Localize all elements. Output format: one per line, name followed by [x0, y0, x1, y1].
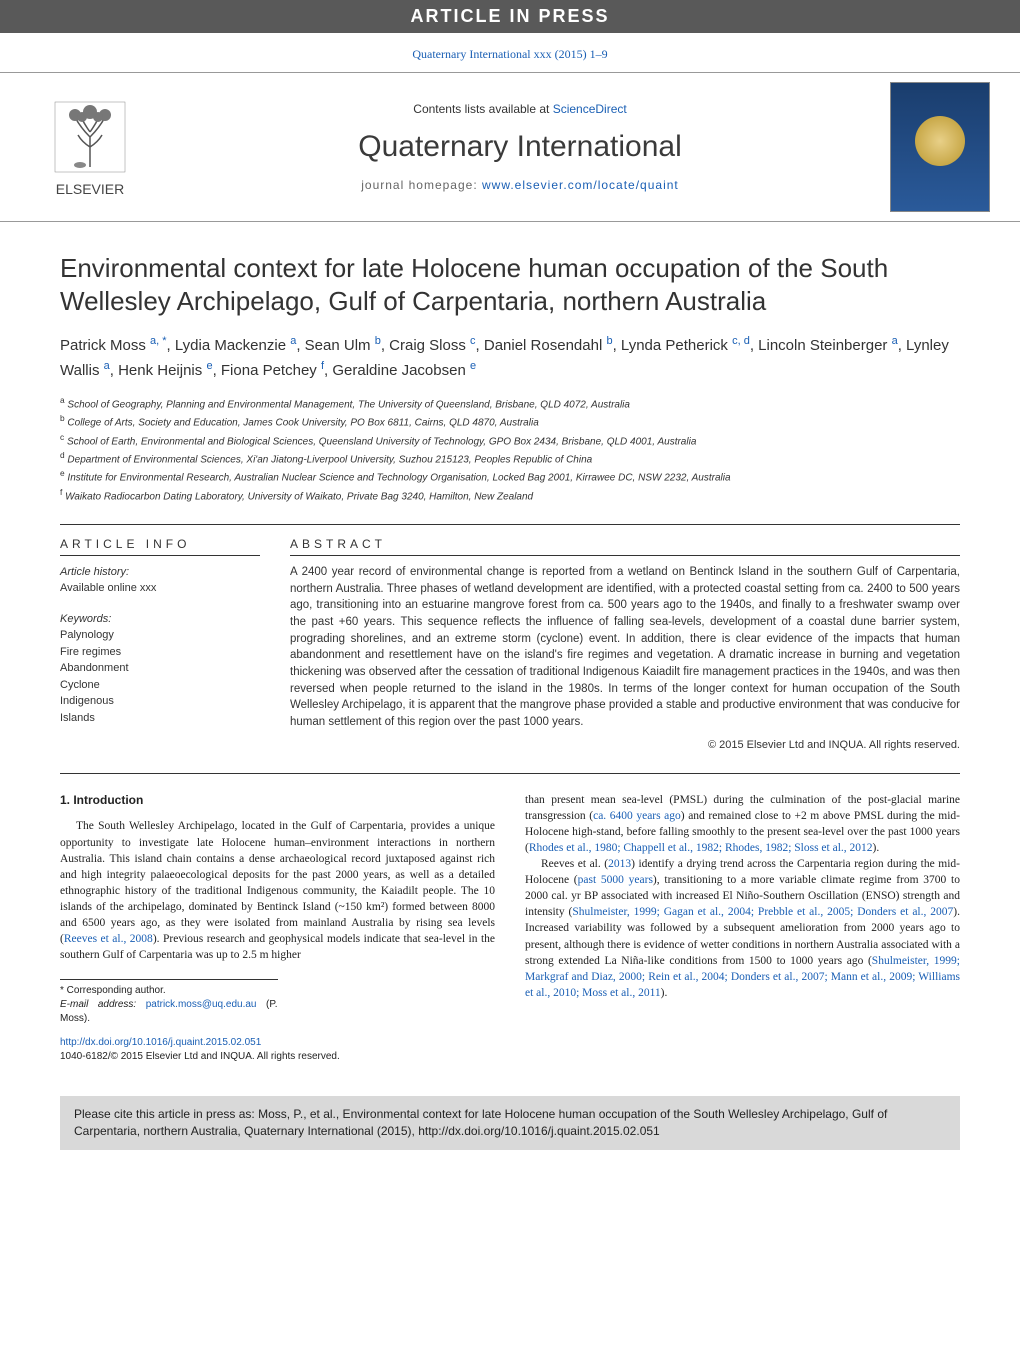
- article-info-heading: ARTICLE INFO: [60, 537, 260, 556]
- doi-block: http://dx.doi.org/10.1016/j.quaint.2015.…: [60, 1036, 495, 1064]
- article-title: Environmental context for late Holocene …: [60, 252, 960, 317]
- reference-link[interactable]: Quaternary International xxx (2015) 1–9: [412, 47, 607, 61]
- homepage-link[interactable]: www.elsevier.com/locate/quaint: [482, 178, 679, 192]
- press-banner: ARTICLE IN PRESS: [0, 0, 1020, 33]
- affiliations-list: a School of Geography, Planning and Envi…: [60, 394, 960, 504]
- cite-this-article-box: Please cite this article in press as: Mo…: [60, 1096, 960, 1150]
- body-paragraph: The South Wellesley Archipelago, located…: [60, 818, 495, 963]
- email-link[interactable]: patrick.moss@uq.edu.au: [146, 999, 257, 1010]
- abstract-copyright: © 2015 Elsevier Ltd and INQUA. All right…: [290, 739, 960, 751]
- publisher-logo-block: ELSEVIER: [20, 73, 160, 221]
- body-column-left: 1. Introduction The South Wellesley Arch…: [60, 792, 495, 1065]
- masthead: ELSEVIER Contents lists available at Sci…: [0, 72, 1020, 222]
- section-heading-intro: 1. Introduction: [60, 792, 495, 809]
- article-history: Article history: Available online xxx: [60, 564, 260, 597]
- publisher-name: ELSEVIER: [56, 181, 124, 197]
- body-column-right: than present mean sea-level (PMSL) durin…: [525, 792, 960, 1065]
- contents-line: Contents lists available at ScienceDirec…: [413, 102, 626, 116]
- reference-line: Quaternary International xxx (2015) 1–9: [0, 33, 1020, 72]
- doi-link[interactable]: http://dx.doi.org/10.1016/j.quaint.2015.…: [60, 1037, 261, 1048]
- authors-line: Patrick Moss a, *, Lydia Mackenzie a, Se…: [60, 333, 960, 382]
- body-paragraph: Reeves et al. (2013) identify a drying t…: [525, 856, 960, 1001]
- abstract-text: A 2400 year record of environmental chan…: [290, 564, 960, 731]
- elsevier-tree-icon: [50, 97, 130, 177]
- corresponding-author-footnote: * Corresponding author. E-mail address: …: [60, 979, 278, 1026]
- journal-name: Quaternary International: [358, 130, 682, 164]
- abstract-heading: ABSTRACT: [290, 537, 960, 556]
- sciencedirect-link[interactable]: ScienceDirect: [553, 102, 627, 116]
- homepage-line: journal homepage: www.elsevier.com/locat…: [361, 178, 679, 192]
- journal-cover-thumbnail: [890, 82, 990, 212]
- body-paragraph: than present mean sea-level (PMSL) durin…: [525, 792, 960, 856]
- keywords-block: Keywords: PalynologyFire regimesAbandonm…: [60, 611, 260, 727]
- cover-thumb-block: [880, 73, 1000, 221]
